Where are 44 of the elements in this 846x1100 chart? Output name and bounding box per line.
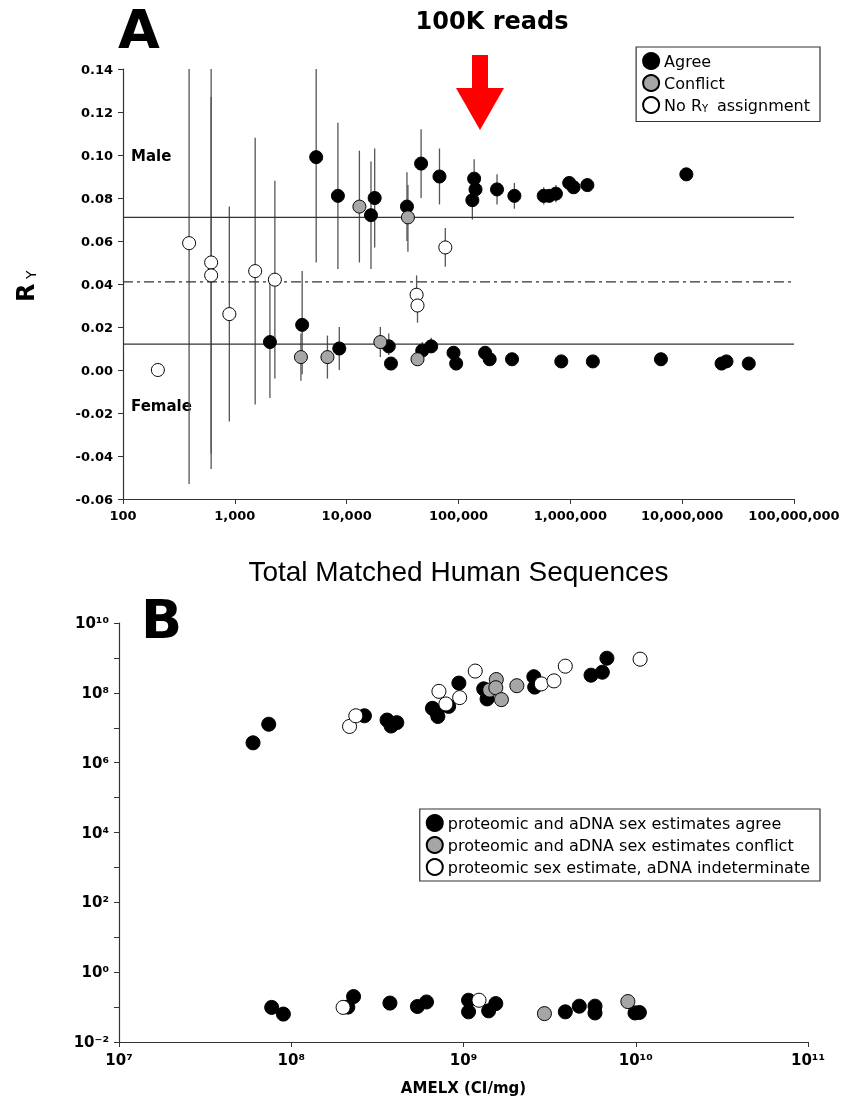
legend-label: Conflict [664, 73, 725, 93]
y-tick-label: 0.14 [80, 61, 113, 77]
x-axis-title: AMELX (CI/mg) [400, 1078, 527, 1097]
legend-label: proteomic and aDNA sex estimates agree [447, 813, 782, 833]
y-axis-title: RY [11, 270, 40, 302]
y-tick-label: 10⁴ [81, 823, 109, 842]
y-tick-label: 0.04 [80, 276, 113, 292]
y-tick-label: 0.10 [80, 147, 113, 163]
y-tick-label: 10⁸ [81, 683, 109, 702]
x-tick-label: 1,000,000 [533, 508, 607, 523]
annotation: Male [131, 146, 172, 165]
x-tick-label: 1,000 [214, 508, 256, 523]
y-tick-label: 10⁰ [81, 963, 109, 982]
legend-label: Agree [664, 51, 712, 71]
x-tick-label: 100,000,000 [748, 508, 840, 523]
text: 100K reads [415, 7, 569, 35]
y-tick-label: 10¹⁰ [74, 614, 109, 632]
x-tick-label: 10,000,000 [641, 508, 724, 523]
x-tick-label: 100,000 [428, 508, 489, 523]
y-tick-label: 0.02 [80, 319, 113, 335]
x-axis-title: Total Matched Human Sequences [248, 555, 669, 587]
y-tick-label: -0.06 [75, 491, 113, 507]
legend-label: proteomic sex estimate, aDNA indeterminate [447, 857, 811, 877]
y-tick-label: 0.08 [80, 190, 113, 206]
x-tick-label: 100 [109, 508, 137, 523]
x-tick-label: 10⁸ [277, 1050, 305, 1069]
x-tick-label: 10,000 [321, 508, 372, 523]
y-tick-label: 10⁻² [73, 1033, 109, 1051]
text: A [118, 0, 160, 61]
y-tick-label: 10⁶ [81, 753, 109, 772]
legend-label: proteomic and aDNA sex estimates conflict [447, 835, 794, 855]
x-tick-label: 10¹⁰ [618, 1050, 653, 1069]
y-tick-label: 0.00 [80, 362, 113, 378]
legend-label: No RY assignment [664, 95, 811, 115]
y-tick-label: 10² [81, 893, 109, 912]
y-tick-label: -0.02 [75, 405, 113, 421]
annotation: B [141, 587, 183, 651]
x-tick-label: 10⁷ [105, 1050, 133, 1069]
y-tick-label: 0.12 [80, 104, 113, 120]
x-tick-label: 10¹¹ [790, 1050, 826, 1069]
y-tick-label: 0.06 [80, 233, 113, 249]
annotation: Female [131, 396, 192, 415]
x-tick-label: 10⁹ [449, 1050, 478, 1069]
y-tick-label: -0.04 [75, 448, 113, 464]
